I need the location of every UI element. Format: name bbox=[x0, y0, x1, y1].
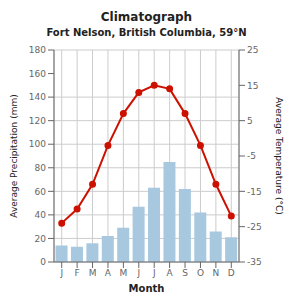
svg-text:Average Precipitation (mm): Average Precipitation (mm) bbox=[9, 94, 19, 218]
svg-text:120: 120 bbox=[29, 116, 46, 126]
svg-text:5: 5 bbox=[247, 116, 253, 126]
svg-text:-35: -35 bbox=[247, 257, 262, 267]
svg-text:M: M bbox=[89, 268, 97, 278]
svg-text:160: 160 bbox=[29, 69, 46, 79]
svg-text:100: 100 bbox=[29, 139, 46, 149]
svg-text:N: N bbox=[213, 268, 220, 278]
svg-text:F: F bbox=[75, 268, 80, 278]
svg-text:40: 40 bbox=[35, 210, 47, 220]
svg-text:A: A bbox=[167, 268, 174, 278]
svg-text:-15: -15 bbox=[247, 187, 262, 197]
svg-text:180: 180 bbox=[29, 45, 46, 55]
svg-text:15: 15 bbox=[247, 81, 258, 91]
svg-text:0: 0 bbox=[40, 257, 46, 267]
svg-text:Average Temperature (°C): Average Temperature (°C) bbox=[274, 97, 284, 215]
svg-text:25: 25 bbox=[247, 45, 258, 55]
svg-text:Month: Month bbox=[129, 283, 165, 294]
svg-text:M: M bbox=[119, 268, 127, 278]
svg-text:20: 20 bbox=[35, 234, 47, 244]
html-text:Climatograph: Climatograph bbox=[100, 10, 193, 24]
svg-text:-5: -5 bbox=[247, 151, 256, 161]
svg-text:140: 140 bbox=[29, 92, 46, 102]
html-text:Fort Nelson, British Columbia,: Fort Nelson, British Columbia, 59°N bbox=[46, 27, 247, 38]
svg-text:-25: -25 bbox=[247, 222, 262, 232]
svg-text:A: A bbox=[105, 268, 112, 278]
svg-text:S: S bbox=[182, 268, 188, 278]
svg-text:O: O bbox=[197, 268, 204, 278]
svg-text:J: J bbox=[152, 268, 156, 278]
svg-text:J: J bbox=[59, 268, 63, 278]
svg-text:J: J bbox=[136, 268, 140, 278]
svg-text:D: D bbox=[228, 268, 235, 278]
svg-text:80: 80 bbox=[35, 163, 47, 173]
svg-text:60: 60 bbox=[35, 187, 47, 197]
